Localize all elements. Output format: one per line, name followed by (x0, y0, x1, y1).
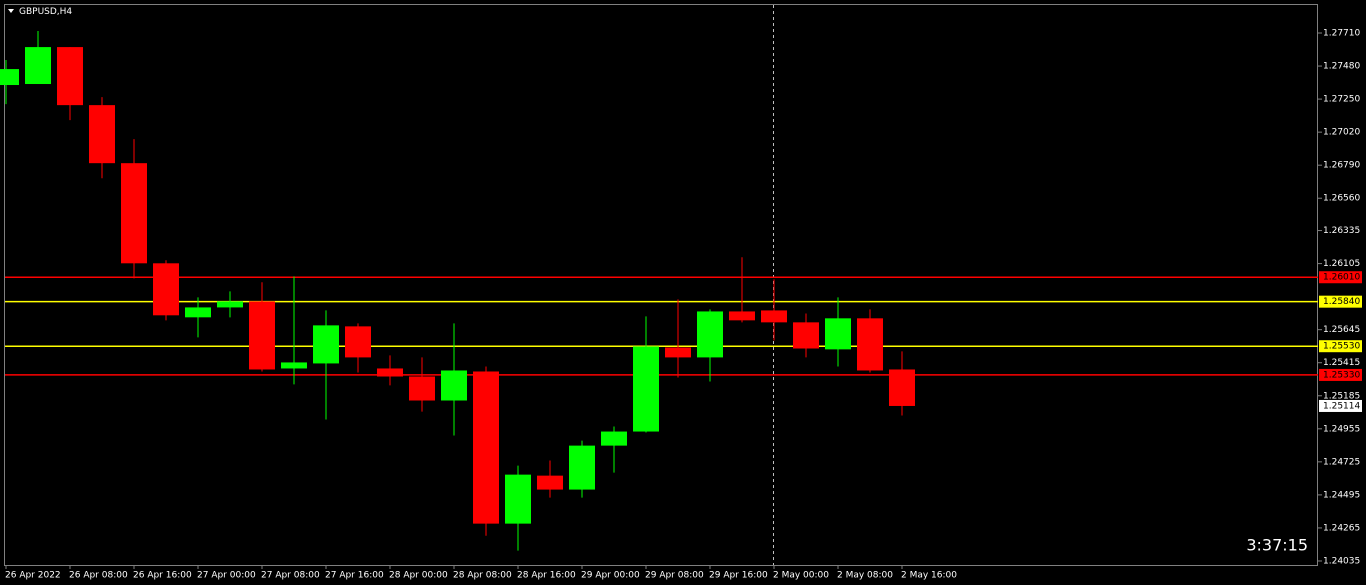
candle-body (89, 105, 115, 164)
x-tick-label: 27 Apr 08:00 (261, 571, 320, 581)
bid-label: 1.25114 (1323, 401, 1360, 411)
y-tick-label: 1.26560 (1323, 194, 1360, 204)
level-label: 1.25330 (1323, 370, 1360, 380)
candle-body (153, 263, 179, 316)
y-tick-label: 1.27710 (1323, 29, 1360, 39)
y-tick-label: 1.26335 (1323, 226, 1360, 236)
candle-body (313, 325, 339, 364)
y-tick-label: 1.25185 (1323, 391, 1360, 401)
candle-body (409, 376, 435, 401)
y-tick-label: 1.26790 (1323, 161, 1360, 171)
candle-body (825, 318, 851, 350)
candle-body (25, 47, 51, 85)
candle-body (57, 47, 83, 106)
y-tick-label: 1.26105 (1323, 259, 1360, 269)
x-tick-label: 29 Apr 16:00 (709, 571, 768, 581)
y-tick-label: 1.27480 (1323, 62, 1360, 72)
candle-body (281, 362, 307, 369)
candle-body (665, 347, 691, 358)
y-tick-label: 1.27020 (1323, 128, 1360, 138)
x-tick-label: 2 May 08:00 (837, 571, 893, 581)
candle-body (121, 163, 147, 264)
candle-body (857, 318, 883, 371)
y-tick-label: 1.24955 (1323, 424, 1360, 434)
x-tick-label: 26 Apr 2022 (5, 571, 61, 581)
y-tick-label: 1.25415 (1323, 358, 1360, 368)
level-label: 1.25530 (1323, 342, 1360, 352)
candle-body (761, 310, 787, 323)
level-label-box (1319, 271, 1362, 284)
x-tick-label: 27 Apr 00:00 (197, 571, 256, 581)
candle-body (569, 445, 595, 490)
x-tick-label: 27 Apr 16:00 (325, 571, 384, 581)
level-label: 1.26010 (1323, 273, 1360, 283)
x-tick-label: 29 Apr 08:00 (645, 571, 704, 581)
x-tick-label: 2 May 00:00 (773, 571, 829, 581)
level-label-box (1319, 295, 1362, 308)
candle-body (889, 369, 915, 406)
x-tick-label: 28 Apr 00:00 (389, 571, 448, 581)
y-tick-label: 1.25645 (1323, 325, 1360, 335)
plot-frame (4, 4, 1318, 566)
candle-body (377, 368, 403, 377)
level-label-box (1319, 340, 1362, 353)
x-tick-label: 29 Apr 00:00 (581, 571, 640, 581)
candle-body (185, 307, 211, 318)
candle-body (0, 69, 19, 86)
candle-body (249, 301, 275, 370)
y-tick-label: 1.24265 (1323, 523, 1360, 533)
y-tick-label: 1.24035 (1323, 556, 1360, 566)
y-tick-label: 1.24495 (1323, 490, 1360, 500)
bid-label-box (1319, 399, 1362, 412)
candle-body (473, 371, 499, 524)
x-tick-label: 28 Apr 08:00 (453, 571, 512, 581)
bar-timer: 3:37:15 (1246, 536, 1308, 555)
candle-body (217, 301, 243, 308)
y-tick-label: 1.27250 (1323, 95, 1360, 105)
level-label: 1.25840 (1323, 297, 1360, 307)
candle-body (697, 311, 723, 358)
x-tick-label: 28 Apr 16:00 (517, 571, 576, 581)
symbol-menu-icon[interactable] (8, 9, 14, 13)
candle-body (601, 431, 627, 446)
candle-body (441, 370, 467, 401)
candle-body (537, 475, 563, 490)
level-label-box (1319, 368, 1362, 381)
candle-body (505, 474, 531, 524)
candle-body (793, 322, 819, 349)
candle-body (345, 326, 371, 358)
x-tick-label: 26 Apr 16:00 (133, 571, 192, 581)
candle-body (633, 346, 659, 432)
x-tick-label: 2 May 16:00 (901, 571, 957, 581)
y-tick-label: 1.24725 (1323, 457, 1360, 467)
candle-body (729, 311, 755, 321)
x-tick-label: 26 Apr 08:00 (69, 571, 128, 581)
chart-title: GBPUSD,H4 (19, 7, 72, 17)
